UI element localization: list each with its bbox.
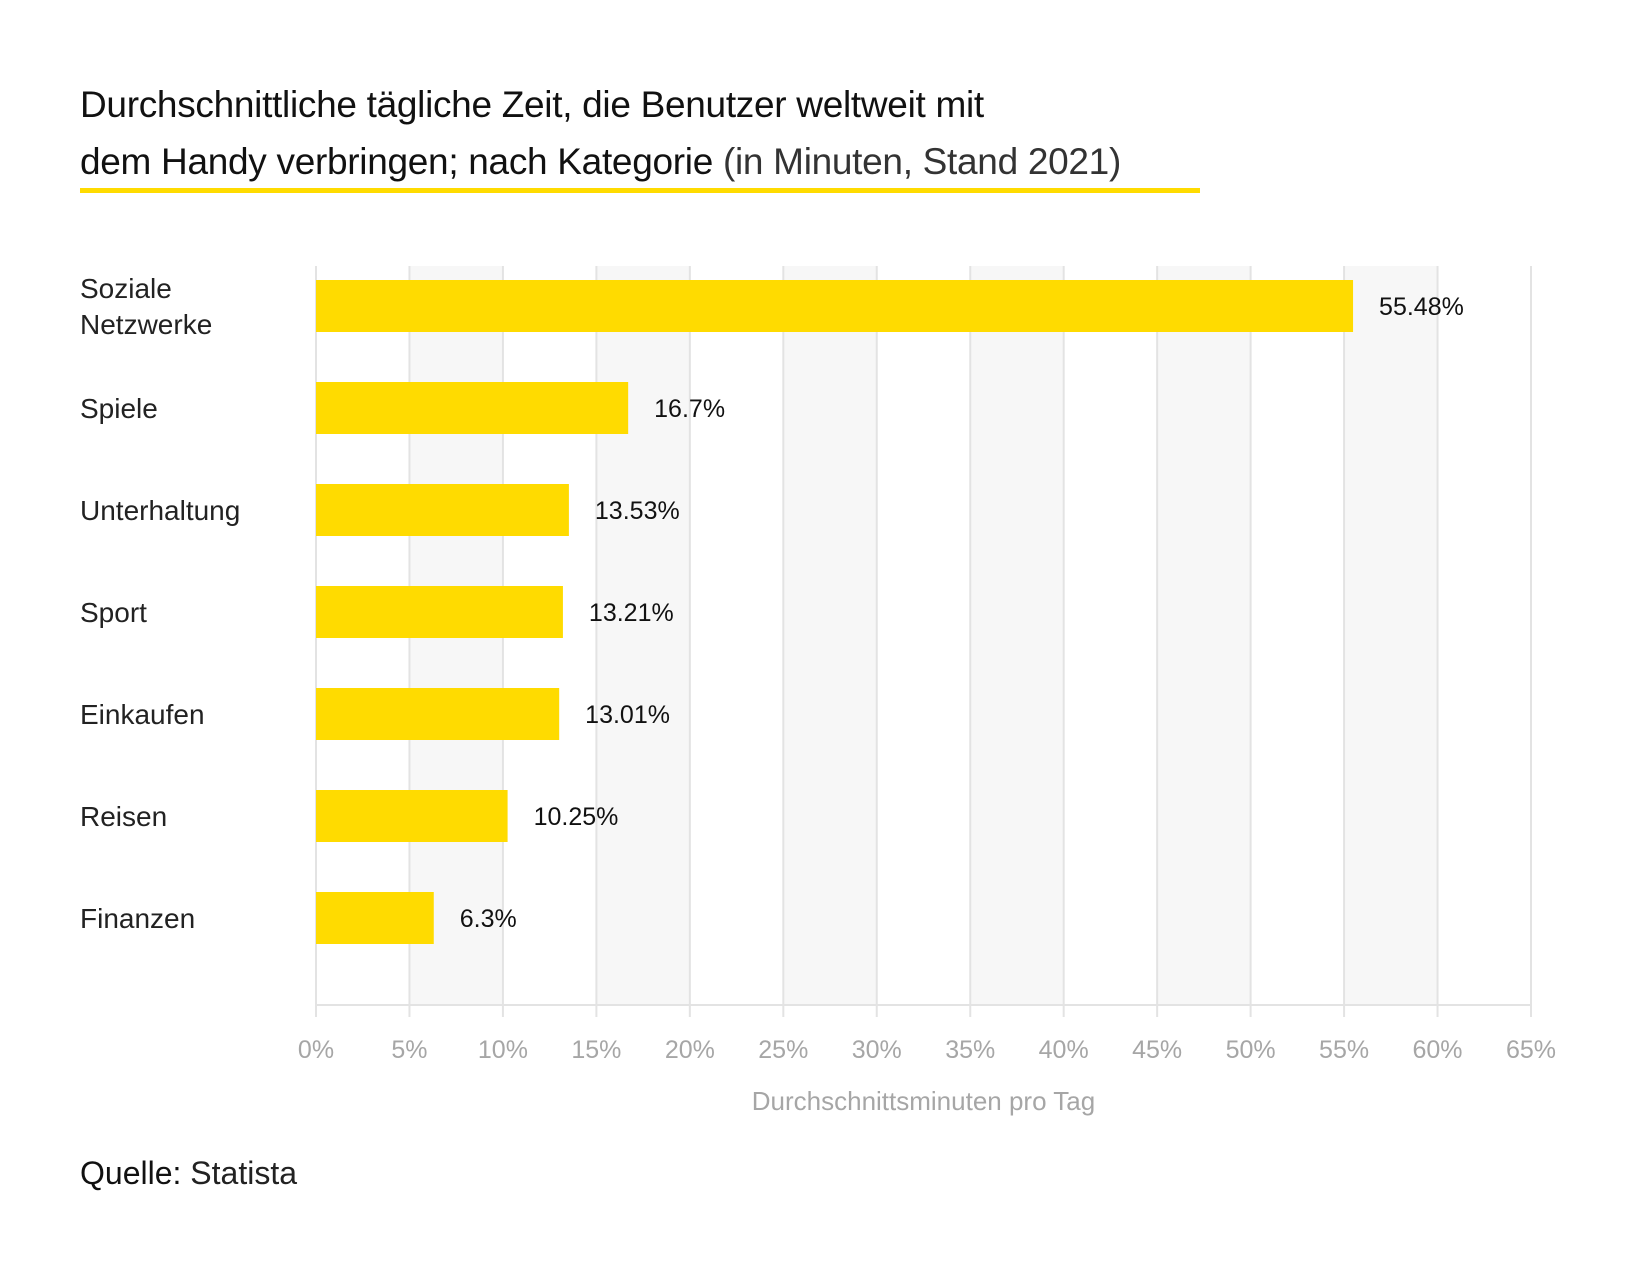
title-line-2-bold: dem Handy verbringen; nach Kategorie	[80, 141, 713, 182]
x-tick-label: 10%	[478, 1036, 528, 1064]
x-tick-label: 35%	[945, 1036, 995, 1064]
grid-band	[1157, 266, 1251, 1005]
bar	[316, 484, 569, 536]
source-label: Quelle:	[80, 1155, 182, 1191]
bar	[316, 892, 434, 944]
category-label-line: Reisen	[80, 801, 167, 832]
category-label: Sport	[80, 597, 147, 628]
data-label: 6.3%	[460, 905, 517, 933]
x-tick-label: 20%	[665, 1036, 715, 1064]
category-label: Soziale Netzwerke	[80, 273, 212, 340]
source-value: Statista	[190, 1155, 297, 1191]
category-label-line: Sport	[80, 597, 147, 628]
grid-band	[1344, 266, 1438, 1005]
category-label-line: Netzwerke	[80, 309, 212, 340]
category-label: Unterhaltung	[80, 495, 240, 526]
x-tick-label: 65%	[1506, 1036, 1556, 1064]
data-label: 13.21%	[589, 599, 674, 627]
category-label-line: Spiele	[80, 393, 158, 424]
bar	[316, 280, 1354, 332]
x-tick-label: 5%	[391, 1036, 427, 1064]
category-label: Finanzen	[80, 903, 195, 934]
data-label: 10.25%	[534, 803, 619, 831]
x-axis-title: Durchschnittsminuten pro Tag	[752, 1086, 1095, 1116]
chart-title: Durchschnittliche tägliche Zeit, die Ben…	[80, 76, 1121, 190]
bar	[316, 586, 563, 638]
category-label: Spiele	[80, 393, 158, 424]
category-label-line: Einkaufen	[80, 699, 205, 730]
grid-band	[970, 266, 1064, 1005]
x-tick-label: 55%	[1319, 1036, 1369, 1064]
x-tick-label: 0%	[298, 1036, 334, 1064]
x-tick-label: 30%	[852, 1036, 902, 1064]
data-label: 55.48%	[1379, 293, 1464, 321]
title-underline	[80, 188, 1200, 193]
x-tick-label: 60%	[1413, 1036, 1463, 1064]
data-label: 16.7%	[654, 395, 725, 423]
grid-band	[596, 266, 690, 1005]
category-label-line: Finanzen	[80, 903, 195, 934]
data-label: 13.01%	[585, 701, 670, 729]
x-tick-label: 45%	[1132, 1036, 1182, 1064]
grid-band	[783, 266, 877, 1005]
x-tick-label: 25%	[758, 1036, 808, 1064]
bar	[316, 688, 560, 740]
category-label-line: Soziale	[80, 273, 172, 304]
title-line-1: Durchschnittliche tägliche Zeit, die Ben…	[80, 84, 984, 125]
bar	[316, 790, 508, 842]
category-label: Reisen	[80, 801, 167, 832]
x-tick-label: 40%	[1039, 1036, 1089, 1064]
x-tick-label: 50%	[1226, 1036, 1276, 1064]
category-label: Einkaufen	[80, 699, 205, 730]
category-label-line: Unterhaltung	[80, 495, 240, 526]
source-note: Quelle: Statista	[80, 1155, 297, 1192]
title-line-2: dem Handy verbringen; nach Kategorie (in…	[80, 133, 1121, 190]
x-tick-label: 15%	[571, 1036, 621, 1064]
title-subtitle: (in Minuten, Stand 2021)	[722, 141, 1121, 182]
bar	[316, 382, 629, 434]
data-label: 13.53%	[595, 497, 680, 525]
